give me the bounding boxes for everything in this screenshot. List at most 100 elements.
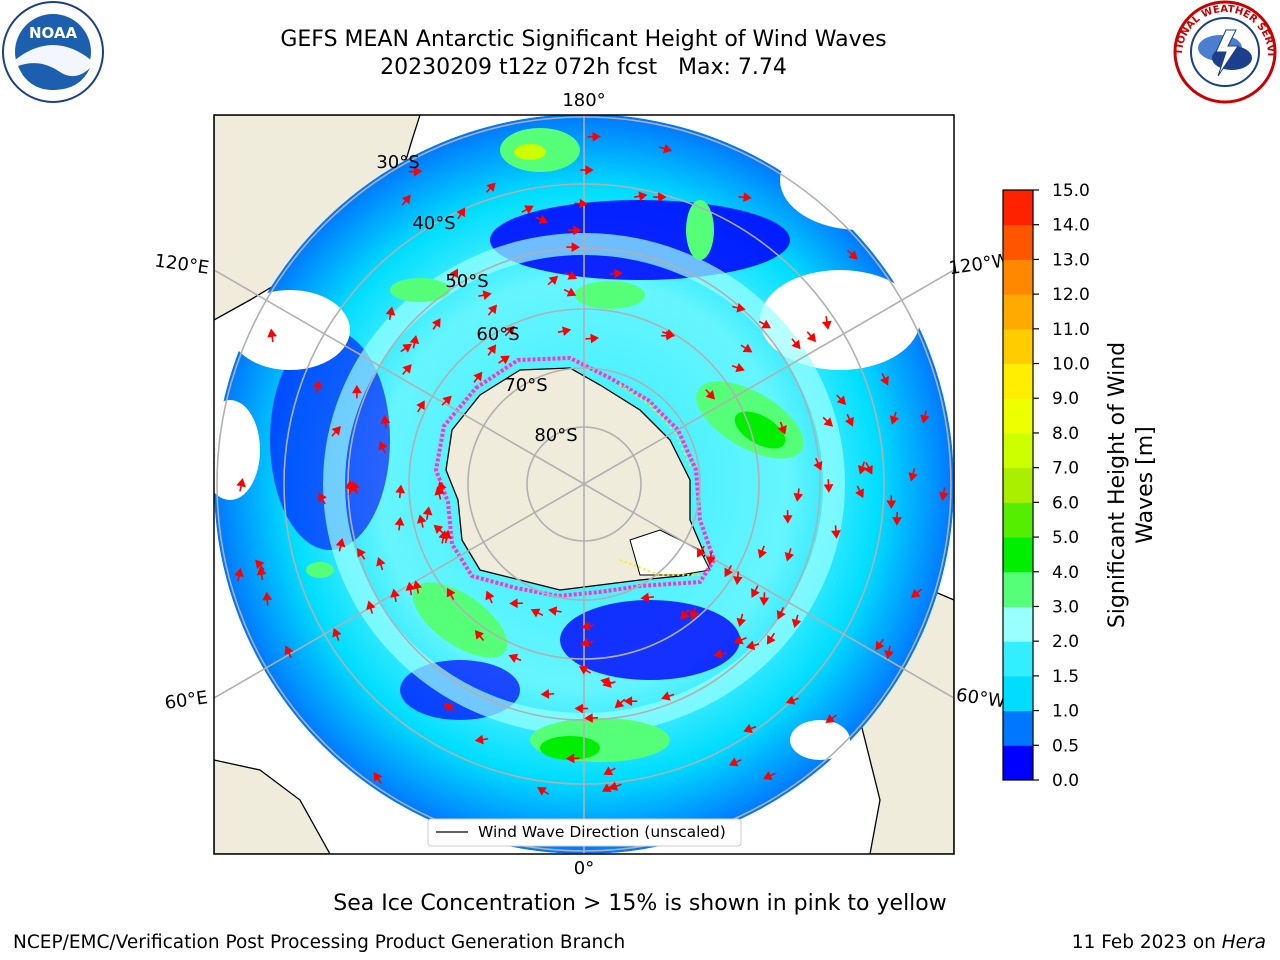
wind-arrow bbox=[478, 290, 492, 300]
wind-arrow bbox=[806, 331, 817, 343]
colorbar: 0.0 0.5 1.0 1.5 2.0 3.0 4.0 5.0 6.0 7.0 8.0 9.0 10.0… bbox=[1002, 181, 1090, 791]
wind-arrow bbox=[487, 344, 497, 356]
wind-arrow bbox=[487, 304, 498, 316]
wind-arrow bbox=[565, 753, 580, 764]
colorbar-segment bbox=[1003, 467, 1033, 503]
wind-arrow bbox=[434, 486, 444, 500]
chart-title: GEFS MEAN Antarctic Significant Height o… bbox=[0, 26, 1167, 82]
wind-arrow bbox=[408, 166, 423, 177]
wind-arrow bbox=[564, 270, 578, 280]
meridian-120e bbox=[214, 269, 585, 485]
wind-arrow bbox=[855, 485, 864, 499]
wind-arrow bbox=[474, 630, 485, 641]
colorbar-segment bbox=[1003, 641, 1033, 677]
lon-label-120e: 120°E bbox=[153, 250, 210, 278]
legend-label: Wind Wave Direction (unscaled) bbox=[478, 823, 726, 841]
wind-arrow bbox=[366, 600, 376, 614]
title-line1: GEFS MEAN Antarctic Significant Height o… bbox=[280, 27, 887, 52]
wind-arrow bbox=[823, 479, 834, 493]
colorbar-segment bbox=[1003, 190, 1033, 226]
lon-label-120w: 120°W bbox=[947, 250, 1011, 279]
wind-arrow bbox=[401, 194, 411, 206]
wind-arrow bbox=[602, 678, 616, 688]
wind-arrow bbox=[312, 379, 323, 394]
footer-machine: Hera bbox=[1221, 932, 1266, 953]
wind-arrow bbox=[758, 319, 772, 329]
wind-arrow bbox=[521, 205, 534, 215]
wind-arrow bbox=[782, 510, 793, 524]
colorbar-tick-label: 13.0 bbox=[1052, 250, 1090, 270]
meridian-120w bbox=[583, 269, 954, 485]
wind-arrow bbox=[689, 606, 699, 620]
colorbar-tick-label: 10.0 bbox=[1052, 355, 1090, 375]
colorbar-tick-label: 0.5 bbox=[1052, 736, 1079, 756]
wind-arrow bbox=[603, 766, 616, 775]
wind-arrow bbox=[422, 506, 433, 520]
wind-arrow bbox=[762, 771, 776, 781]
wind-arrow bbox=[732, 302, 746, 313]
colorbar-segment bbox=[1003, 745, 1033, 781]
colorbar-segment bbox=[1003, 398, 1033, 434]
wind-arrow bbox=[733, 635, 747, 645]
wind-arrow bbox=[743, 723, 757, 734]
wind-arrow bbox=[255, 559, 265, 571]
wind-arrow bbox=[412, 580, 423, 594]
wind-arrow bbox=[908, 468, 918, 482]
lon-label-60w: 60°W bbox=[955, 685, 1007, 713]
wind-arrow bbox=[485, 182, 496, 193]
colorbar-tick-label: 1.0 bbox=[1052, 702, 1079, 722]
wind-arrow bbox=[473, 371, 483, 383]
wind-arrow bbox=[540, 689, 555, 699]
wind-arrow bbox=[581, 621, 595, 631]
wind-arrow bbox=[335, 538, 346, 552]
wind-arrow bbox=[267, 328, 278, 343]
wind-arrow bbox=[705, 551, 716, 566]
wind-arrow bbox=[376, 556, 386, 571]
colorbar-segment bbox=[1003, 259, 1033, 295]
wind-arrow bbox=[813, 457, 823, 471]
map-frame bbox=[213, 114, 955, 855]
wind-arrow bbox=[548, 606, 562, 616]
legend-box bbox=[427, 818, 742, 847]
wind-arrow bbox=[696, 545, 706, 558]
colorbar-tick-label: 8.0 bbox=[1052, 424, 1079, 444]
wind-arrow bbox=[822, 416, 834, 427]
wind-arrow bbox=[680, 608, 690, 620]
wind-arrow bbox=[446, 587, 456, 601]
wind-arrow bbox=[585, 333, 600, 344]
wind-arrow bbox=[875, 638, 885, 651]
colorbar-segment bbox=[1003, 328, 1033, 365]
wind-arrow bbox=[356, 547, 366, 560]
sea-ice-edge bbox=[433, 355, 717, 599]
wind-arrow bbox=[443, 703, 455, 712]
wind-arrow bbox=[498, 355, 510, 365]
colorbar-tick-label: 12.0 bbox=[1052, 285, 1090, 305]
wind-arrow bbox=[652, 192, 667, 202]
lat-label-50s: 50°S bbox=[445, 271, 488, 292]
wind-arrow bbox=[394, 516, 405, 531]
wind-arrow bbox=[416, 400, 425, 413]
colorbar-tick-label: 15.0 bbox=[1052, 181, 1090, 201]
wind-arrow bbox=[256, 566, 267, 580]
meridian-60e bbox=[214, 483, 585, 699]
wind-arrow bbox=[580, 637, 594, 648]
wind-arrow bbox=[568, 225, 582, 236]
wind-arrow bbox=[352, 384, 362, 399]
wind-arrow bbox=[390, 588, 400, 603]
wind-arrow bbox=[661, 691, 675, 701]
colorbar-segment bbox=[1003, 606, 1033, 642]
wind-arrow bbox=[793, 488, 804, 502]
wind-arrow bbox=[740, 343, 753, 353]
wind-arrow bbox=[736, 613, 747, 628]
wind-arrow bbox=[847, 249, 858, 260]
footer-credit: NCEP/EMC/Verification Post Processing Pr… bbox=[13, 932, 626, 953]
wind-arrow bbox=[662, 328, 676, 339]
wind-arrow bbox=[547, 275, 559, 286]
footer-date: 11 Feb 2023 on Hera bbox=[1072, 932, 1266, 953]
wind-arrow bbox=[566, 242, 580, 252]
lon-label-60e: 60°E bbox=[163, 687, 209, 714]
wind-arrow bbox=[757, 545, 767, 559]
wind-direction-arrows bbox=[234, 131, 949, 796]
wind-arrow bbox=[880, 373, 889, 386]
